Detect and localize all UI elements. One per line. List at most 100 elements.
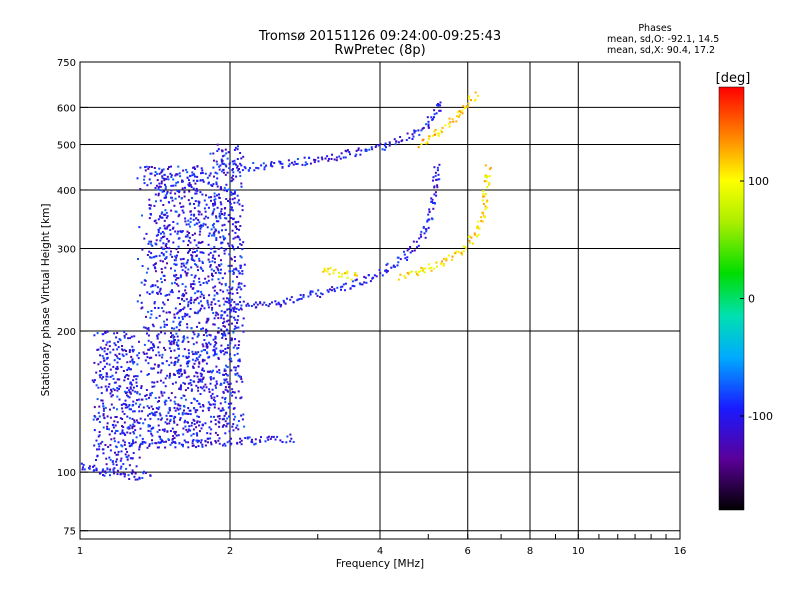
scatter-point xyxy=(281,166,284,169)
scatter-point xyxy=(112,426,115,429)
scatter-point xyxy=(190,384,193,387)
scatter-point xyxy=(125,350,127,352)
scatter-point xyxy=(182,381,185,384)
scatter-point xyxy=(169,418,172,421)
scatter-point xyxy=(120,403,123,406)
scatter-point xyxy=(276,435,279,438)
scatter-point xyxy=(304,164,307,167)
scatter-point xyxy=(172,184,175,187)
scatter-point xyxy=(82,466,84,469)
scatter-point xyxy=(201,409,204,412)
scatter-point xyxy=(115,445,118,448)
scatter-point xyxy=(193,299,196,301)
scatter-point xyxy=(483,195,486,198)
scatter-point xyxy=(239,243,242,245)
scatter-point xyxy=(174,307,177,310)
scatter-point xyxy=(420,230,423,233)
scatter-point xyxy=(200,328,203,331)
scatter-point xyxy=(164,348,167,351)
scatter-point xyxy=(239,264,242,267)
scatter-point xyxy=(206,437,209,440)
scatter-point xyxy=(422,267,425,270)
scatter-point xyxy=(121,418,124,420)
scatter-point xyxy=(197,334,200,337)
scatter-point xyxy=(286,297,288,300)
scatter-point xyxy=(233,159,236,162)
scatter-point xyxy=(123,334,126,337)
scatter-point xyxy=(138,226,141,229)
scatter-point xyxy=(192,331,195,334)
scatter-point xyxy=(116,367,119,370)
scatter-point xyxy=(397,141,400,144)
scatter-point xyxy=(233,391,236,394)
scatter-point xyxy=(201,380,204,383)
scatter-point xyxy=(173,430,176,433)
scatter-point xyxy=(201,269,204,272)
scatter-point xyxy=(321,158,324,161)
scatter-point xyxy=(230,264,233,267)
scatter-point xyxy=(161,170,164,173)
scatter-point xyxy=(141,214,143,217)
scatter-point xyxy=(218,215,221,218)
scatter-point xyxy=(167,178,170,181)
scatter-point xyxy=(241,169,244,172)
scatter-point xyxy=(182,308,185,311)
scatter-point xyxy=(116,408,118,411)
scatter-point xyxy=(484,175,487,178)
scatter-point xyxy=(270,435,273,438)
scatter-point xyxy=(188,185,191,187)
scatter-point xyxy=(222,409,225,412)
scatter-point xyxy=(436,178,439,181)
scatter-point xyxy=(200,378,203,381)
scatter-point xyxy=(241,204,244,207)
scatter-point xyxy=(233,201,236,204)
scatter-point xyxy=(181,180,183,183)
scatter-point xyxy=(270,161,273,164)
scatter-point xyxy=(207,206,210,209)
scatter-point xyxy=(187,349,190,352)
scatter-point xyxy=(194,189,197,192)
scatter-point xyxy=(231,223,234,226)
scatter-point xyxy=(230,360,233,363)
scatter-point xyxy=(175,434,178,437)
scatter-point xyxy=(183,195,186,198)
scatter-point xyxy=(256,167,259,169)
scatter-point xyxy=(218,417,221,420)
scatter-point xyxy=(214,419,217,421)
scatter-point xyxy=(108,428,110,431)
scatter-point xyxy=(229,443,232,446)
scatter-point xyxy=(176,312,179,315)
scatter-point xyxy=(235,303,238,306)
scatter-point xyxy=(184,186,186,189)
scatter-point xyxy=(97,348,100,351)
scatter-point xyxy=(152,413,155,416)
scatter-point xyxy=(185,223,188,226)
scatter-point xyxy=(198,221,201,224)
scatter-point xyxy=(174,197,177,200)
scatter-point xyxy=(153,204,156,207)
scatter-point xyxy=(211,256,214,259)
scatter-point xyxy=(230,315,233,318)
scatter-point xyxy=(371,148,374,151)
scatter-point xyxy=(129,432,132,435)
scatter-point xyxy=(263,301,266,304)
scatter-point xyxy=(182,339,185,342)
scatter-point xyxy=(147,348,150,351)
scatter-point xyxy=(157,307,160,309)
scatter-point xyxy=(130,368,132,371)
scatter-point xyxy=(118,338,121,341)
scatter-point xyxy=(198,225,201,228)
scatter-point xyxy=(97,443,100,445)
scatter-point xyxy=(220,383,223,386)
scatter-point xyxy=(232,178,235,181)
scatter-point xyxy=(166,418,169,421)
scatter-point xyxy=(193,333,196,336)
scatter-point xyxy=(220,158,223,161)
scatter-point xyxy=(185,314,188,316)
scatter-point xyxy=(327,159,330,162)
scatter-point xyxy=(126,387,129,389)
scatter-point xyxy=(237,365,240,368)
scatter-point xyxy=(218,437,221,440)
scatter-point xyxy=(209,152,212,155)
scatter-point xyxy=(165,178,168,181)
